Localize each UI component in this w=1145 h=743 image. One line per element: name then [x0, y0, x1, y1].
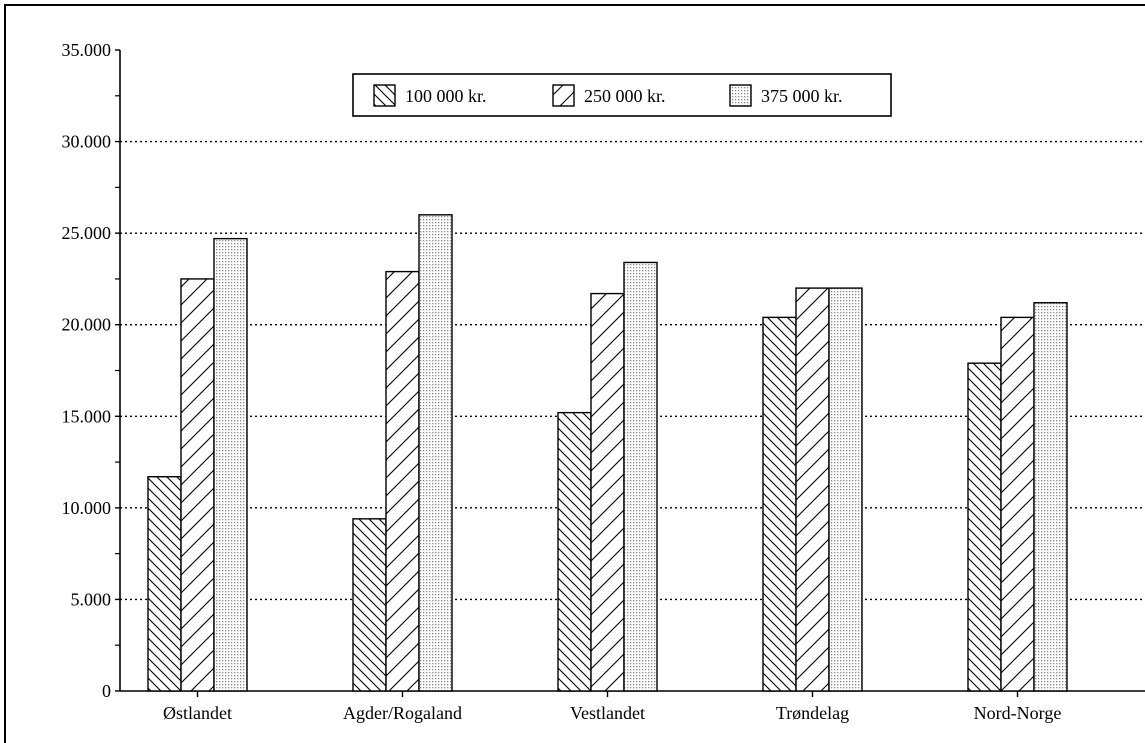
- y-tick-label: 5.000: [71, 589, 112, 609]
- legend-label: 375 000 kr.: [761, 86, 843, 106]
- legend: 100 000 kr. 250 000 kr. 375 000 kr.: [352, 73, 892, 117]
- y-tick-label: 0: [102, 681, 111, 701]
- bar: [623, 261, 658, 692]
- legend-swatch: [552, 84, 575, 107]
- chart-frame: [4, 4, 1145, 743]
- bar: [967, 362, 1002, 692]
- x-tick-label: Trøndelag: [776, 703, 849, 723]
- x-tick-label: Agder/Rogaland: [343, 703, 462, 723]
- bar: [180, 278, 215, 692]
- y-tick-label: 10.000: [62, 498, 112, 518]
- legend-label: 250 000 kr.: [584, 86, 666, 106]
- bar: [590, 292, 625, 692]
- y-tick-label: 30.000: [62, 132, 112, 152]
- axis-labels: 0 5.000 10.000 15.000 20.000 25.000 30.000 35.0…: [62, 40, 1062, 723]
- x-tick-label: Nord-Norge: [974, 703, 1062, 723]
- legend-swatch: [373, 84, 396, 107]
- y-tick-label: 15.000: [62, 406, 112, 426]
- y-tick-label: 20.000: [62, 315, 112, 335]
- bars: [147, 214, 1068, 692]
- bar: [147, 476, 182, 692]
- bar: [385, 270, 420, 692]
- y-tick-label: 25.000: [62, 223, 112, 243]
- bar: [762, 316, 797, 692]
- y-tick-label: 35.000: [62, 40, 112, 60]
- x-tick-label: Vestlandet: [570, 703, 645, 723]
- bar: [1033, 302, 1068, 692]
- bar: [795, 287, 830, 692]
- bar: [352, 518, 387, 692]
- legend-label: 100 000 kr.: [405, 86, 487, 106]
- bar: [828, 287, 863, 692]
- legend-box: [352, 73, 892, 117]
- bar: [1000, 316, 1035, 692]
- x-tick-label: Østlandet: [163, 703, 232, 723]
- bar: [557, 411, 592, 692]
- gridlines: [120, 140, 1145, 601]
- bar: [213, 237, 248, 692]
- legend-swatch: [729, 84, 752, 107]
- bar: [418, 214, 453, 692]
